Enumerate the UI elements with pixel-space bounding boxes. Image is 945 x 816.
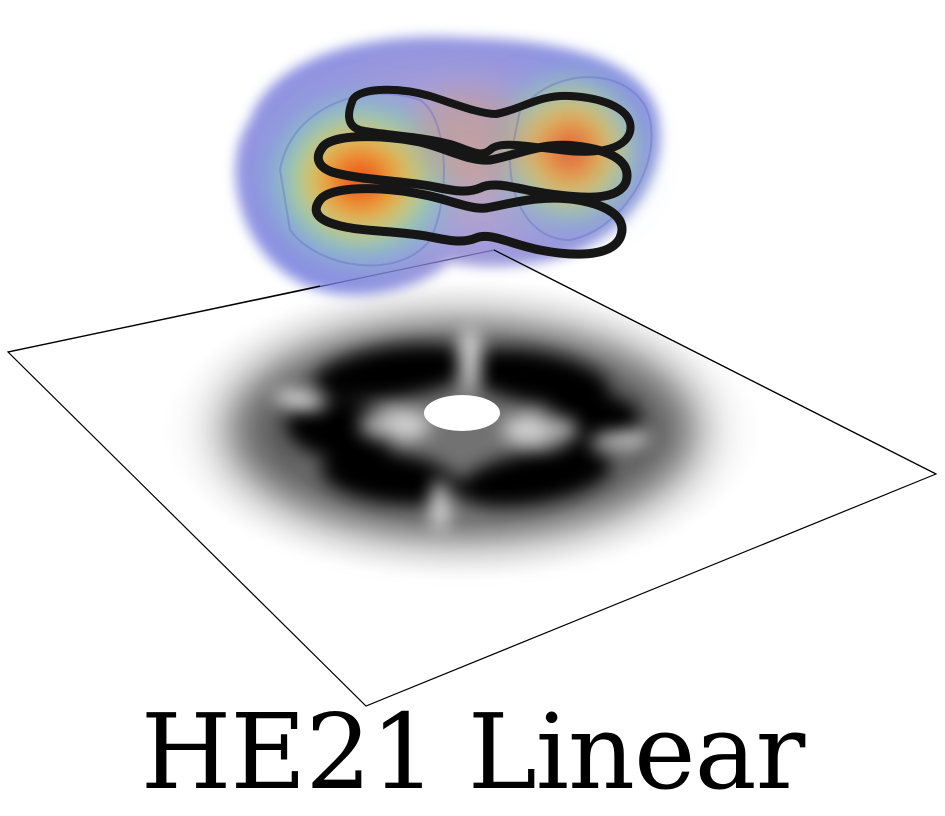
ring-bottom (311, 184, 627, 259)
central-spot (424, 395, 500, 431)
mode-pattern (162, 280, 762, 580)
ring-traces (311, 85, 635, 259)
caption-title: HE21 Linear (140, 691, 806, 813)
plane-frame-overlay (7, 249, 937, 475)
ring-middle (313, 132, 632, 202)
intensity-plane (6, 249, 938, 707)
